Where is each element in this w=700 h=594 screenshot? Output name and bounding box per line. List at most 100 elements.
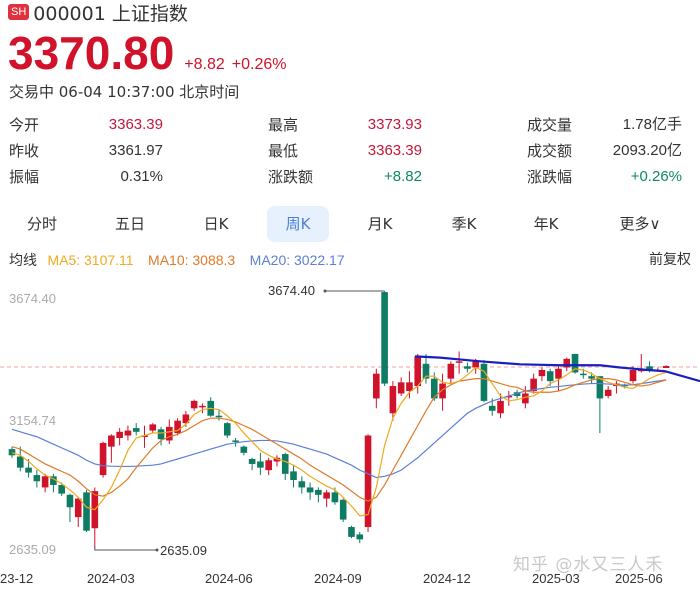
candle-body[interactable] xyxy=(522,393,529,404)
tab-quarterly-k[interactable]: 季K xyxy=(451,215,477,233)
candle-body[interactable] xyxy=(356,534,364,540)
candle-body[interactable] xyxy=(124,430,132,436)
candle-body[interactable] xyxy=(323,492,330,499)
candle-body[interactable] xyxy=(505,395,513,398)
kline-canvas[interactable] xyxy=(0,280,700,590)
candle-body[interactable] xyxy=(480,363,488,401)
ma5-line xyxy=(11,366,667,517)
candle-body[interactable] xyxy=(373,373,380,399)
candle-body[interactable] xyxy=(190,400,198,409)
candle-body[interactable] xyxy=(646,366,653,370)
x-label-2024-09: 2024-09 xyxy=(314,571,362,586)
candle-body[interactable] xyxy=(414,356,422,387)
ma10-line xyxy=(11,378,667,502)
candle-body[interactable] xyxy=(381,292,388,384)
kline-chart[interactable]: 3674.40 3154.74 2635.09 3674.40 2635.09 … xyxy=(0,280,700,590)
stat-value: 0.31% xyxy=(120,168,163,185)
candle-body[interactable] xyxy=(257,461,264,468)
adjust-mode-button[interactable]: 前复权 xyxy=(649,252,691,268)
candle-body[interactable] xyxy=(8,449,16,456)
candle-body[interactable] xyxy=(58,484,65,494)
candle-body[interactable] xyxy=(389,386,397,414)
candle-body[interactable] xyxy=(488,405,496,411)
stat-label: 今开 xyxy=(9,116,40,134)
candle-body[interactable] xyxy=(223,423,231,436)
candle-body[interactable] xyxy=(290,471,297,481)
candle-body[interactable] xyxy=(555,368,562,379)
candle-body[interactable] xyxy=(348,527,355,537)
candle-body[interactable] xyxy=(132,428,140,432)
candle-body[interactable] xyxy=(472,361,479,368)
candle-body[interactable] xyxy=(182,414,190,424)
candle-body[interactable] xyxy=(74,498,82,518)
candle-body[interactable] xyxy=(662,366,670,369)
candle-body[interactable] xyxy=(149,424,157,431)
candle-body[interactable] xyxy=(604,389,612,396)
tab-weekly-k[interactable]: 周K xyxy=(267,206,329,242)
candle-body[interactable] xyxy=(339,499,347,520)
candle-body[interactable] xyxy=(538,369,546,377)
candle-body[interactable] xyxy=(530,378,537,391)
candle-body[interactable] xyxy=(157,429,165,440)
candle-body[interactable] xyxy=(629,369,637,382)
candle-body[interactable] xyxy=(563,358,571,368)
candle-body[interactable] xyxy=(215,415,223,418)
candle-body[interactable] xyxy=(455,361,463,363)
price-change-pct: +0.26% xyxy=(231,56,287,73)
candle-body[interactable] xyxy=(464,366,471,369)
candle-body[interactable] xyxy=(248,459,256,464)
candle-body[interactable] xyxy=(265,460,272,471)
candle-body[interactable] xyxy=(447,363,455,379)
tab-five-day[interactable]: 五日 xyxy=(114,215,145,233)
candle-body[interactable] xyxy=(298,481,306,488)
candle-body[interactable] xyxy=(571,353,579,373)
candle-body[interactable] xyxy=(166,426,173,441)
stat-amplitude: 振幅 0.31% xyxy=(9,164,163,190)
candle-body[interactable] xyxy=(397,382,405,394)
candle-body[interactable] xyxy=(497,400,504,414)
candle-body[interactable] xyxy=(406,382,413,391)
candle-body[interactable] xyxy=(580,373,587,376)
tab-more-dropdown[interactable]: 更多∨ xyxy=(619,215,661,233)
candle-body[interactable] xyxy=(66,494,74,508)
stat-volume: 成交量 1.78亿手 xyxy=(527,112,682,138)
candle-body[interactable] xyxy=(41,476,49,488)
candle-body[interactable] xyxy=(33,475,41,482)
candle-body[interactable] xyxy=(364,435,372,528)
x-label-2025-06: 2025-06 xyxy=(615,571,663,586)
candle-body[interactable] xyxy=(430,378,438,399)
stat-label: 成交额 xyxy=(527,142,573,160)
candle-body[interactable] xyxy=(315,489,322,495)
candle-body[interactable] xyxy=(50,476,57,485)
candle-body[interactable] xyxy=(232,440,239,442)
y-label-max: 3674.40 xyxy=(9,291,56,306)
stat-label: 涨跌幅 xyxy=(527,168,573,186)
candle-body[interactable] xyxy=(141,435,148,438)
tab-monthly-k[interactable]: 月K xyxy=(367,215,393,233)
candle-body[interactable] xyxy=(422,363,430,379)
candle-body[interactable] xyxy=(16,456,24,468)
candle-body[interactable] xyxy=(25,467,32,473)
tab-yearly-k[interactable]: 年K xyxy=(533,215,559,233)
candle-body[interactable] xyxy=(99,442,107,476)
candle-body[interactable] xyxy=(331,492,339,503)
candle-body[interactable] xyxy=(439,383,446,399)
stat-prev-close: 昨收 3361.97 xyxy=(9,138,163,164)
stat-value: 3361.97 xyxy=(108,142,163,159)
candle-body[interactable] xyxy=(588,376,595,379)
candle-body[interactable] xyxy=(596,376,604,399)
tab-daily-k[interactable]: 日K xyxy=(203,215,229,233)
candle-body[interactable] xyxy=(281,454,289,474)
candle-body[interactable] xyxy=(108,435,115,447)
candle-body[interactable] xyxy=(306,487,314,493)
candle-body[interactable] xyxy=(240,446,248,453)
candle-body[interactable] xyxy=(83,492,90,531)
candle-body[interactable] xyxy=(116,431,123,438)
candle-body[interactable] xyxy=(174,420,181,434)
y-label-min: 2635.09 xyxy=(9,542,56,557)
candle-body[interactable] xyxy=(199,405,206,408)
min-price-annotation: 2635.09 xyxy=(160,543,207,558)
tab-intraday[interactable]: 分时 xyxy=(26,215,57,233)
stat-value: 3363.39 xyxy=(367,142,422,159)
candle-body[interactable] xyxy=(546,371,554,382)
